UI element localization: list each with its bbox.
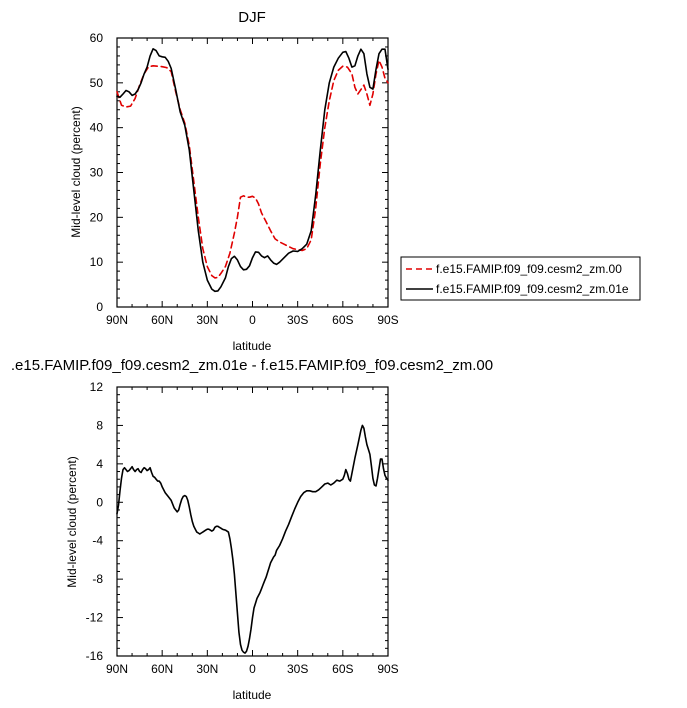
bottom-y-tick-label: 12 xyxy=(90,380,104,394)
bottom-x-tick-label: 30S xyxy=(287,662,308,676)
bottom-plot-area: 90N 60N 30N 0 30S 60S 90S 12 8 4 0 -4 -8 -12 -16 xyxy=(86,380,399,676)
top-x-tick-label: 60S xyxy=(332,313,353,327)
top-x-tick-label: 90N xyxy=(106,313,128,327)
top-y-axis-label: Mid-level cloud (percent) xyxy=(69,106,83,237)
top-y-tick-label: 50 xyxy=(90,76,104,90)
top-x-tick-label: 30N xyxy=(196,313,218,327)
bottom-x-tick-label: 90N xyxy=(106,662,128,676)
bottom-panel: .e15.FAMIP.f09_f09.cesm2_zm.01e - f.e15.… xyxy=(11,357,493,702)
bottom-y-tick-label: -8 xyxy=(92,572,103,586)
top-plot-area: 90N 60N 30N 0 30S 60S 90S 0 10 20 30 40 50 60 xyxy=(90,31,399,327)
bottom-y-tick-label: -16 xyxy=(86,649,104,663)
bottom-x-tick-label: 60N xyxy=(151,662,173,676)
top-panel: DJF 90N 60N 30N 0 30S 60S 90S 0 10 20 30 40 50 60 lat… xyxy=(69,9,399,353)
top-x-axis-label: latitude xyxy=(233,339,272,353)
legend-label-series-1: f.e15.FAMIP.f09_f09.cesm2_zm.01e xyxy=(436,282,629,296)
bottom-x-tick-label: 60S xyxy=(332,662,353,676)
top-series-line-1 xyxy=(116,48,389,293)
bottom-y-tick-label: -4 xyxy=(92,534,103,548)
bottom-y-tick-label: 4 xyxy=(96,457,103,471)
bottom-x-tick-label: 90S xyxy=(377,662,398,676)
top-y-tick-label: 40 xyxy=(90,121,104,135)
top-y-tick-label: 0 xyxy=(96,300,103,314)
bottom-series-line-0 xyxy=(116,424,389,654)
top-y-tick-label: 20 xyxy=(90,210,104,224)
top-legend: f.e15.FAMIP.f09_f09.cesm2_zm.00 f.e15.FA… xyxy=(400,256,641,301)
top-x-tick-label: 0 xyxy=(249,313,256,327)
bottom-x-axis-label: latitude xyxy=(233,688,272,702)
bottom-y-tick-label: -12 xyxy=(86,611,104,625)
bottom-x-tick-label: 30N xyxy=(196,662,218,676)
top-y-tick-label: 60 xyxy=(90,31,104,45)
top-x-tick-label: 90S xyxy=(377,313,398,327)
top-chart-title: DJF xyxy=(238,9,266,26)
bottom-x-tick-label: 0 xyxy=(249,662,256,676)
top-y-tick-label: 30 xyxy=(90,166,104,180)
legend-box xyxy=(400,256,641,301)
bottom-y-axis-label: Mid-level cloud (percent) xyxy=(65,456,79,587)
top-x-tick-label: 30S xyxy=(287,313,308,327)
legend-label-series-0: f.e15.FAMIP.f09_f09.cesm2_zm.00 xyxy=(436,262,622,276)
bottom-chart-title: .e15.FAMIP.f09_f09.cesm2_zm.01e - f.e15.… xyxy=(11,357,493,374)
top-plot-frame xyxy=(116,37,389,308)
bottom-y-tick-label: 8 xyxy=(96,418,103,432)
top-series-line-0 xyxy=(116,59,389,279)
bottom-y-tick-label: 0 xyxy=(96,495,103,509)
top-y-tick-label: 10 xyxy=(90,255,104,269)
top-x-tick-label: 60N xyxy=(151,313,173,327)
